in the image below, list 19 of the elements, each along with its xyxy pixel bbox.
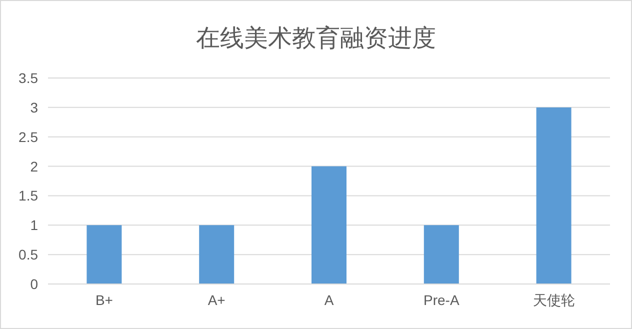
y-tick-label: 1.5 bbox=[18, 188, 38, 204]
y-tick-label: 3 bbox=[30, 99, 38, 116]
x-tick-label: A bbox=[324, 292, 334, 308]
x-tick-label: Pre-A bbox=[424, 292, 460, 308]
x-tick-label: A+ bbox=[208, 292, 226, 308]
y-tick-label: 2.5 bbox=[18, 128, 38, 145]
bar bbox=[536, 107, 572, 284]
bar bbox=[86, 225, 122, 284]
x-tick-label: B+ bbox=[95, 292, 113, 308]
y-tick-label: 1 bbox=[30, 217, 38, 234]
y-tick-label: 3.5 bbox=[18, 70, 38, 86]
y-tick-label: 0.5 bbox=[18, 246, 38, 263]
bar bbox=[312, 166, 346, 284]
bar bbox=[424, 225, 459, 284]
y-tick-label: 2 bbox=[30, 158, 38, 174]
bar bbox=[199, 225, 234, 284]
y-tick-label: 0 bbox=[30, 276, 38, 292]
chart-title: 在线美术教育融资进度 bbox=[196, 25, 436, 52]
x-tick-label: 天使轮 bbox=[532, 292, 575, 308]
